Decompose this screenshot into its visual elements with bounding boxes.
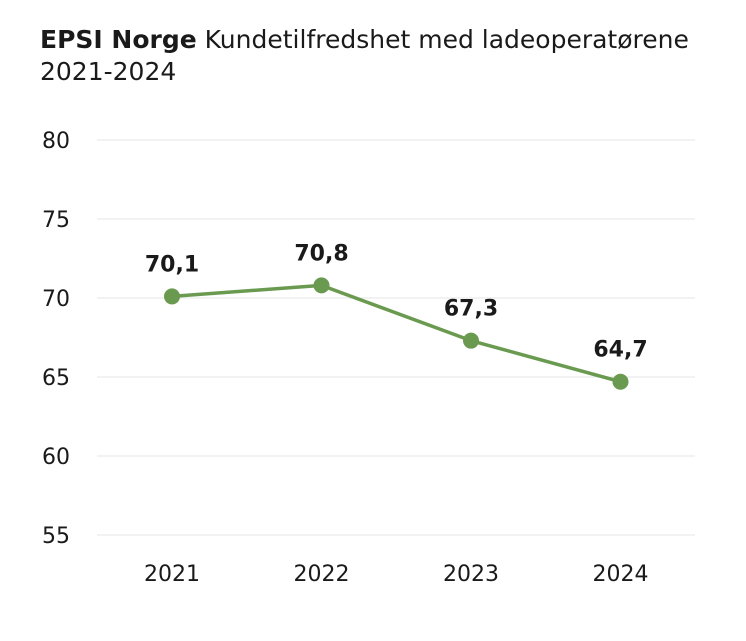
y-tick-label-55: 55 — [42, 524, 70, 549]
x-tick-label-2023: 2023 — [443, 562, 499, 587]
y-tick-label-75: 75 — [42, 208, 70, 233]
chart-subtitle: 2021-2024 — [40, 57, 177, 86]
chart-title-block: EPSI Norge Kundetilfredshet med ladeoper… — [40, 24, 730, 88]
y-tick-label-60: 60 — [42, 445, 70, 470]
x-tick-label-2022: 2022 — [294, 562, 350, 587]
x-tick-label-2021: 2021 — [144, 562, 200, 587]
x-tick-label-2024: 2024 — [593, 562, 649, 587]
data-point-2024 — [612, 373, 629, 390]
chart-title-text: Kundetilfredshet med ladeoperatørene — [204, 25, 689, 54]
y-tick-label-80: 80 — [42, 129, 70, 154]
data-label-2023: 67,3 — [444, 297, 498, 322]
data-label-2021: 70,1 — [145, 252, 199, 277]
data-point-2022 — [313, 277, 330, 294]
series-line — [170, 283, 623, 384]
chart-title: EPSI Norge Kundetilfredshet med ladeoper… — [40, 24, 730, 56]
data-label-2024: 64,7 — [593, 338, 647, 363]
chart-brand: EPSI Norge — [40, 25, 197, 54]
y-tick-label-70: 70 — [42, 287, 70, 312]
data-point-2023 — [463, 332, 479, 349]
y-tick-label-65: 65 — [42, 366, 70, 391]
data-point-2021 — [164, 288, 180, 305]
data-label-2022: 70,8 — [294, 241, 348, 266]
